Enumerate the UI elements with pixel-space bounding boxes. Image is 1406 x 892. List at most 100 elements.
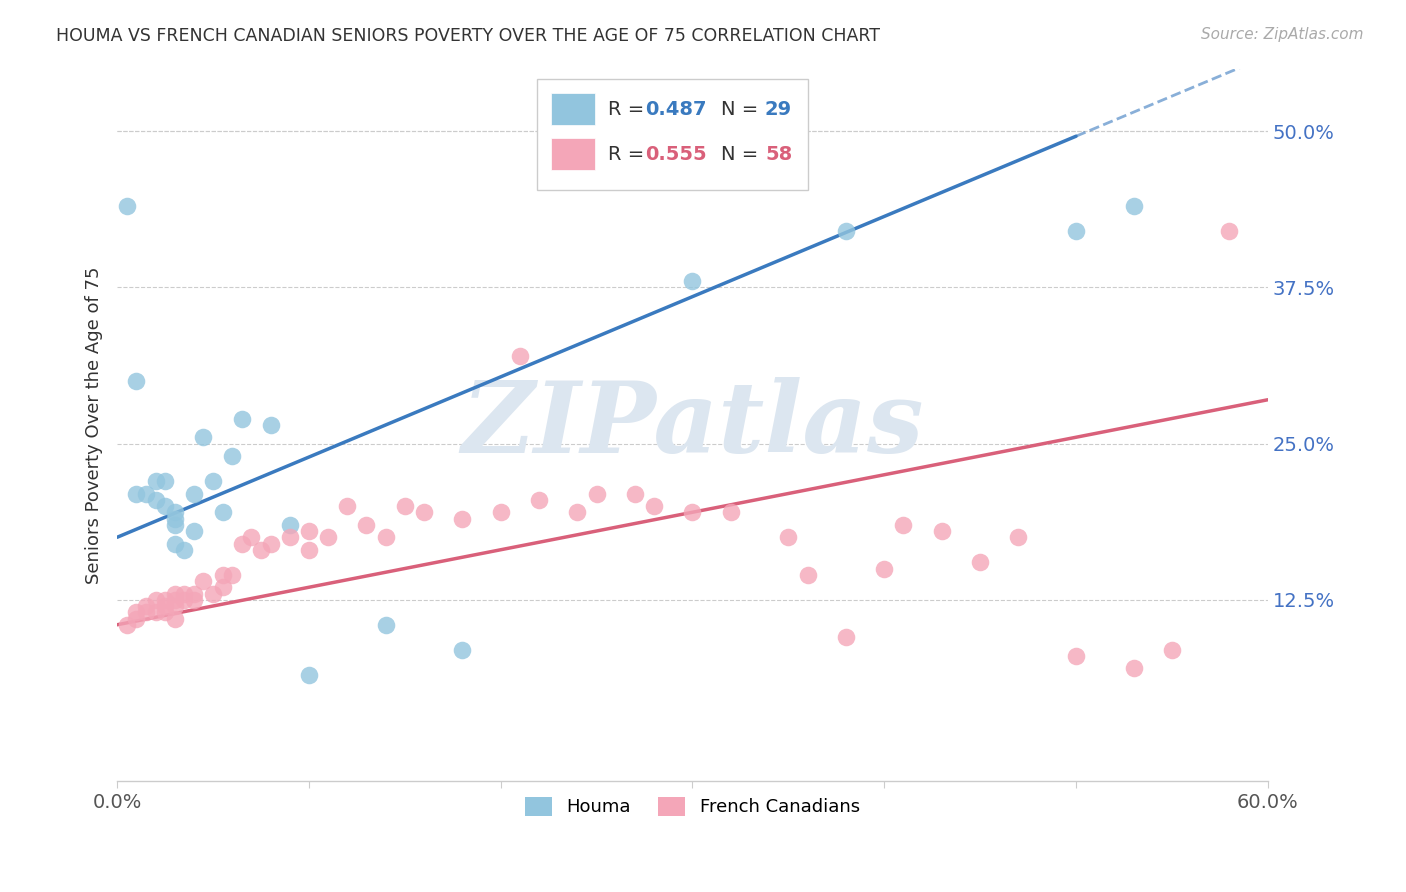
Point — [509, 349, 531, 363]
Y-axis label: Seniors Poverty Over the Age of 75: Seniors Poverty Over the Age of 75 — [86, 266, 103, 583]
Point — [163, 511, 186, 525]
Point — [145, 592, 167, 607]
Point — [489, 505, 512, 519]
Text: 0.555: 0.555 — [645, 145, 707, 163]
Text: N =: N = — [721, 145, 765, 163]
Point — [145, 605, 167, 619]
Point — [173, 542, 195, 557]
Point — [336, 499, 359, 513]
Point — [163, 517, 186, 532]
Text: 58: 58 — [765, 145, 792, 163]
Point — [211, 580, 233, 594]
Point — [183, 586, 205, 600]
Point — [115, 617, 138, 632]
Point — [125, 605, 148, 619]
Point — [278, 517, 301, 532]
Point — [231, 411, 253, 425]
Point — [969, 555, 991, 569]
Point — [125, 486, 148, 500]
Point — [567, 505, 589, 519]
Point — [298, 542, 321, 557]
Point — [115, 199, 138, 213]
Point — [835, 630, 858, 644]
FancyBboxPatch shape — [551, 138, 595, 170]
Point — [183, 524, 205, 538]
Point — [125, 374, 148, 388]
Point — [873, 561, 896, 575]
Point — [135, 486, 157, 500]
Point — [1122, 199, 1144, 213]
Point — [231, 536, 253, 550]
Text: 29: 29 — [765, 100, 792, 119]
Point — [624, 486, 647, 500]
Point — [1064, 648, 1087, 663]
Point — [298, 524, 321, 538]
Point — [451, 511, 474, 525]
Point — [451, 642, 474, 657]
Point — [259, 536, 281, 550]
Point — [193, 574, 215, 588]
Point — [643, 499, 665, 513]
Point — [163, 599, 186, 613]
Point — [778, 530, 800, 544]
Point — [163, 592, 186, 607]
Point — [153, 474, 176, 488]
Point — [682, 274, 704, 288]
Point — [145, 492, 167, 507]
Point — [193, 430, 215, 444]
Point — [173, 592, 195, 607]
Point — [298, 667, 321, 681]
Point — [163, 505, 186, 519]
Point — [153, 499, 176, 513]
Point — [720, 505, 742, 519]
Text: R =: R = — [609, 100, 651, 119]
Point — [145, 474, 167, 488]
Point — [931, 524, 953, 538]
Point — [211, 567, 233, 582]
Point — [221, 567, 243, 582]
Point — [259, 417, 281, 432]
Point — [153, 605, 176, 619]
Point — [394, 499, 416, 513]
Point — [1064, 224, 1087, 238]
Point — [527, 492, 550, 507]
Point — [893, 517, 915, 532]
Text: HOUMA VS FRENCH CANADIAN SENIORS POVERTY OVER THE AGE OF 75 CORRELATION CHART: HOUMA VS FRENCH CANADIAN SENIORS POVERTY… — [56, 27, 880, 45]
Point — [374, 617, 396, 632]
Point — [135, 605, 157, 619]
Point — [278, 530, 301, 544]
Point — [163, 536, 186, 550]
Point — [240, 530, 263, 544]
Point — [135, 599, 157, 613]
Point — [125, 611, 148, 625]
Point — [183, 486, 205, 500]
Point — [202, 474, 225, 488]
Point — [163, 586, 186, 600]
Point — [163, 611, 186, 625]
Point — [316, 530, 339, 544]
Point — [374, 530, 396, 544]
Text: N =: N = — [721, 100, 765, 119]
FancyBboxPatch shape — [537, 79, 807, 190]
Point — [202, 586, 225, 600]
Point — [221, 449, 243, 463]
Point — [1122, 661, 1144, 675]
Point — [211, 505, 233, 519]
Point — [796, 567, 818, 582]
Legend: Houma, French Canadians: Houma, French Canadians — [516, 788, 869, 825]
Point — [250, 542, 273, 557]
Point — [183, 592, 205, 607]
Point — [356, 517, 378, 532]
Point — [413, 505, 436, 519]
Point — [1007, 530, 1029, 544]
Point — [173, 586, 195, 600]
Point — [682, 505, 704, 519]
Text: Source: ZipAtlas.com: Source: ZipAtlas.com — [1201, 27, 1364, 42]
Point — [153, 599, 176, 613]
Point — [1218, 224, 1240, 238]
Text: 0.487: 0.487 — [645, 100, 707, 119]
Text: ZIPatlas: ZIPatlas — [461, 376, 924, 473]
FancyBboxPatch shape — [551, 93, 595, 125]
Point — [153, 592, 176, 607]
Point — [835, 224, 858, 238]
